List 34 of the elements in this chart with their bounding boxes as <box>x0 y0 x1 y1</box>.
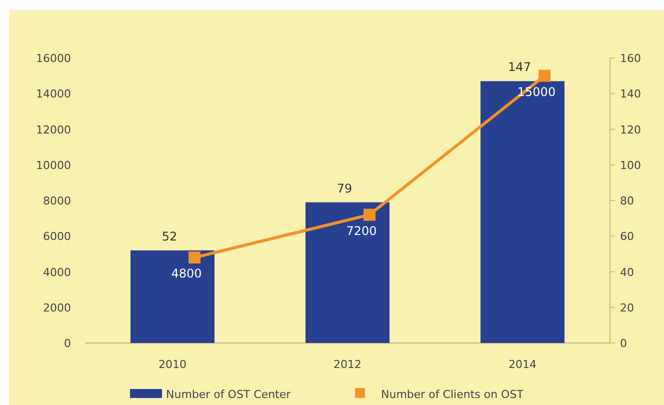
bar <box>480 81 564 343</box>
y2-tick-label: 120 <box>620 123 641 136</box>
y2-tick-label: 60 <box>620 230 634 244</box>
data-label: 147 <box>508 60 531 74</box>
y-tick-label: 0 <box>64 337 71 350</box>
y-tick-label: 14000 <box>36 88 71 101</box>
y2-tick-label: 20 <box>620 301 634 314</box>
point <box>364 208 376 221</box>
x-tick-label: 2010 <box>158 358 186 371</box>
y-tick-label: 10000 <box>36 158 71 172</box>
x-tick-label: 2012 <box>334 358 362 371</box>
data-label: 4800 <box>171 266 202 280</box>
y2-tick-label: 100 <box>620 158 641 172</box>
y2-tick-label: 140 <box>620 88 641 101</box>
y-tick-label: 4000 <box>43 266 71 279</box>
data-label: 52 <box>162 229 178 244</box>
point <box>538 70 550 82</box>
y-tick-label: 12000 <box>36 123 71 136</box>
bar <box>130 250 214 343</box>
x-tick-label: 2014 <box>508 358 536 371</box>
y2-tick-label: 0 <box>620 337 627 350</box>
y2-tick-label: 80 <box>620 194 634 208</box>
data-label: 7200 <box>346 224 377 238</box>
y-tick-label: 8000 <box>43 194 71 208</box>
y2-tick-label: 160 <box>620 52 641 65</box>
y-tick-label: 16000 <box>36 52 71 65</box>
y-tick-label: 2000 <box>43 301 71 314</box>
y-tick-label: 6000 <box>43 230 71 244</box>
legend-label: Number of Clients on OST <box>381 388 524 401</box>
legend-label: Number of OST Center <box>166 388 292 401</box>
data-label: 79 <box>336 181 352 196</box>
bar <box>306 202 390 343</box>
y2-tick-label: 40 <box>620 266 634 279</box>
point <box>188 252 200 264</box>
